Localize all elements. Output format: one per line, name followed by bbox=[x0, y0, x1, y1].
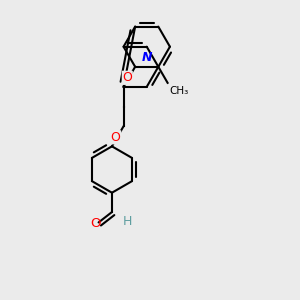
Text: O: O bbox=[90, 218, 101, 230]
Text: CH₃: CH₃ bbox=[169, 86, 188, 96]
Text: N: N bbox=[142, 51, 152, 64]
Text: O: O bbox=[122, 71, 132, 84]
Text: O: O bbox=[111, 131, 121, 144]
Text: H: H bbox=[123, 215, 132, 228]
